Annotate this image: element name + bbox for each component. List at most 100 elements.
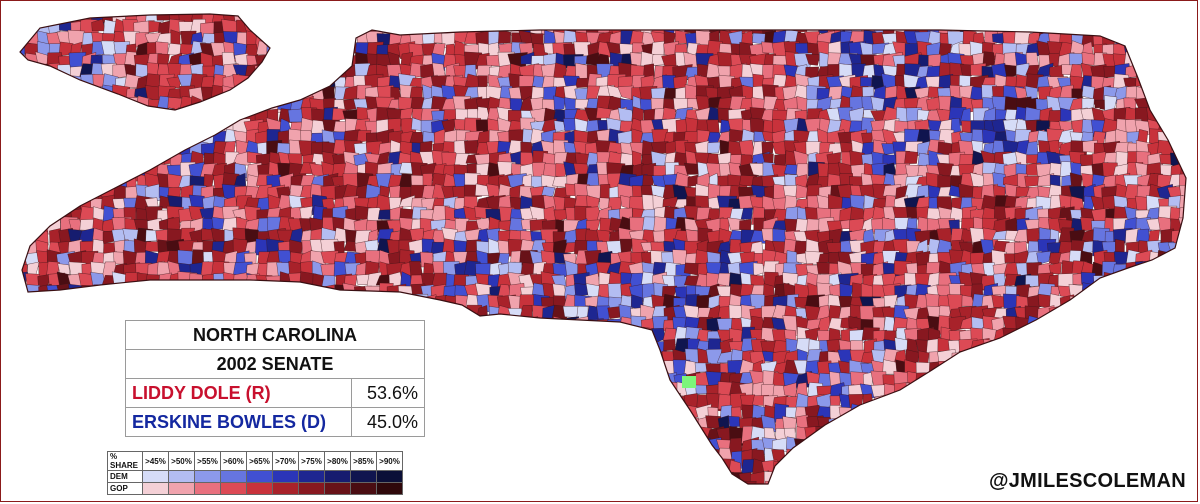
- precinct: [1168, 264, 1186, 279]
- precinct: [486, 473, 503, 484]
- precinct: [949, 371, 963, 386]
- candidate-name-dem: ERSKINE BOWLES (D): [125, 407, 352, 437]
- precinct: [1157, 95, 1178, 115]
- precinct: [267, 84, 284, 100]
- precinct: [20, 52, 27, 72]
- precinct: [1157, 18, 1174, 35]
- precinct: [443, 14, 462, 23]
- precinct: [1178, 96, 1186, 113]
- precinct: [782, 470, 799, 483]
- precinct: [1179, 284, 1186, 301]
- precinct: [35, 14, 54, 25]
- precinct: [244, 307, 262, 320]
- precinct: [498, 449, 513, 467]
- precinct: [68, 86, 82, 104]
- precinct: [607, 484, 622, 496]
- precinct: [772, 482, 788, 484]
- precinct: [937, 427, 954, 444]
- precinct: [1025, 360, 1041, 380]
- precinct: [1058, 448, 1077, 467]
- precinct: [959, 426, 975, 444]
- precinct: [1025, 418, 1041, 433]
- precinct: [618, 338, 637, 354]
- precinct: [400, 14, 419, 29]
- precinct: [640, 458, 655, 478]
- precinct: [464, 480, 481, 484]
- precinct: [573, 371, 591, 390]
- precinct: [1179, 30, 1186, 46]
- precinct: [59, 295, 75, 309]
- precinct: [1146, 392, 1165, 406]
- precinct: [158, 282, 171, 303]
- precinct: [1157, 44, 1173, 57]
- precinct: [24, 327, 40, 346]
- precinct: [937, 394, 956, 411]
- precinct: [1002, 449, 1019, 465]
- precinct: [597, 438, 612, 452]
- precinct: [1004, 394, 1024, 407]
- precinct: [144, 294, 164, 309]
- precinct: [1169, 394, 1184, 409]
- precinct: [641, 14, 656, 23]
- precinct: [478, 405, 492, 417]
- precinct: [608, 414, 626, 433]
- precinct: [574, 404, 594, 420]
- precinct: [1170, 273, 1185, 291]
- precinct: [1036, 349, 1053, 367]
- precinct: [1048, 339, 1061, 353]
- precinct: [302, 62, 312, 80]
- precinct: [80, 95, 94, 113]
- precinct: [584, 428, 605, 443]
- precinct: [20, 128, 29, 150]
- precinct: [663, 438, 681, 452]
- precinct: [159, 272, 172, 290]
- precinct: [68, 186, 84, 200]
- precinct: [267, 64, 283, 83]
- precinct: [497, 428, 515, 442]
- precinct: [1091, 381, 1110, 395]
- legend-swatch-dem: [272, 470, 299, 483]
- precinct: [960, 461, 975, 473]
- precinct: [751, 483, 770, 484]
- precinct: [673, 437, 692, 452]
- precinct: [521, 470, 538, 484]
- precinct: [56, 418, 75, 432]
- precinct: [529, 348, 547, 364]
- precinct: [431, 381, 448, 402]
- precinct: [411, 485, 425, 495]
- precinct: [78, 108, 98, 125]
- precinct: [20, 165, 35, 181]
- precinct: [597, 373, 612, 390]
- precinct: [686, 459, 701, 476]
- precinct: [332, 437, 350, 452]
- precinct: [156, 296, 174, 309]
- precinct: [585, 416, 601, 432]
- precinct: [650, 438, 671, 453]
- precinct: [421, 470, 440, 484]
- precinct: [993, 363, 1006, 378]
- precinct: [553, 371, 570, 386]
- precinct: [980, 14, 1000, 26]
- precinct: [1091, 349, 1108, 368]
- precinct: [27, 458, 40, 475]
- precinct: [563, 426, 578, 441]
- precinct: [695, 470, 710, 484]
- precinct: [20, 117, 31, 137]
- precinct: [948, 437, 964, 457]
- precinct: [497, 383, 515, 401]
- precinct: [980, 373, 1000, 388]
- precinct: [640, 469, 660, 484]
- precinct: [1080, 437, 1096, 457]
- precinct: [135, 304, 152, 322]
- precinct: [1014, 374, 1033, 389]
- precinct: [309, 21, 325, 36]
- precinct: [1048, 382, 1066, 400]
- precinct: [1047, 359, 1066, 373]
- precinct: [486, 406, 503, 423]
- precinct: [434, 403, 451, 417]
- precinct: [38, 405, 55, 422]
- precinct: [552, 439, 569, 456]
- precinct: [618, 416, 632, 436]
- precinct: [1158, 87, 1178, 102]
- precinct: [57, 118, 73, 138]
